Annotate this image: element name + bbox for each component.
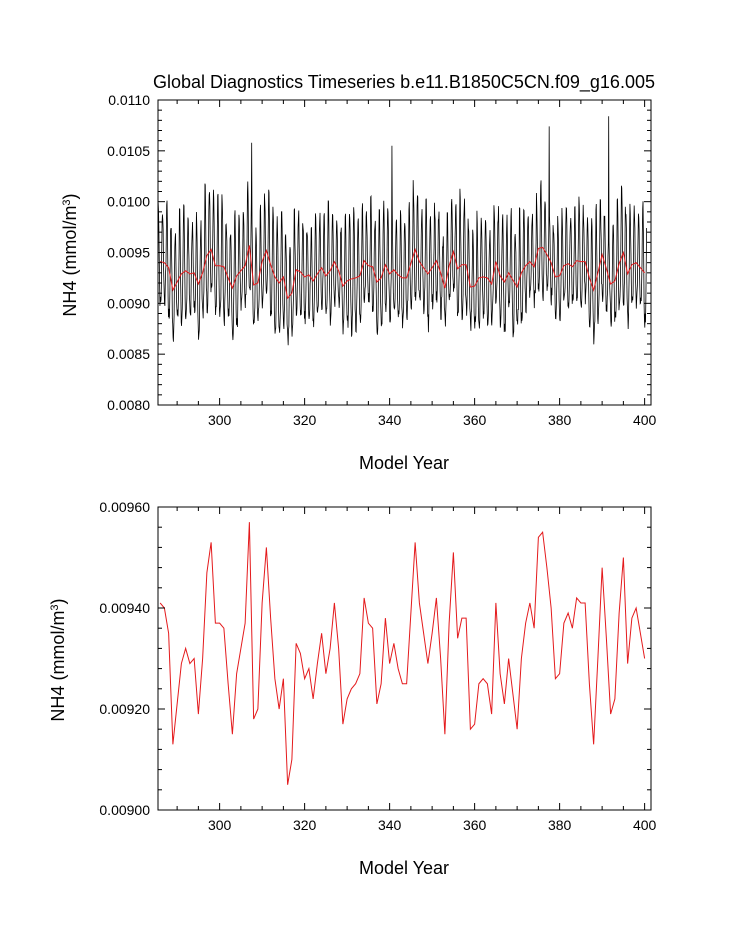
- y-tick-label: 0.00960: [99, 499, 150, 515]
- chart-bottom: 300 320 340 360 380 400 0.00900 0.00920 0.00940 0…: [48, 499, 657, 878]
- chart-top: Global Diagnostics Timeseries b.e11.B185…: [60, 72, 657, 473]
- y-tick-label: 0.00900: [99, 802, 150, 818]
- y-tick-label: 0.0105: [107, 143, 150, 159]
- y-axis-title: NH4 (mmol/m3): [48, 598, 68, 721]
- x-tick-label: 360: [463, 817, 487, 833]
- plot-area-top: [158, 116, 647, 346]
- series-line-annual: [160, 245, 646, 300]
- x-tick-label: 340: [378, 817, 402, 833]
- y-tick-label: 0.0080: [107, 397, 150, 413]
- x-axis-title: Model Year: [359, 453, 449, 473]
- series-line-monthly: [158, 116, 647, 346]
- y-tick-label: 0.00920: [99, 701, 150, 717]
- x-tick-label: 360: [463, 412, 487, 428]
- plot-area-bottom: [159, 522, 646, 785]
- y-tick-label: 0.0095: [107, 245, 150, 261]
- x-tick-label: 320: [293, 817, 317, 833]
- x-tick-label: 300: [208, 817, 232, 833]
- x-axis-title: Model Year: [359, 858, 449, 878]
- y-tick-label: 0.0100: [107, 194, 150, 210]
- x-tick-label: 400: [633, 817, 657, 833]
- y-tick-label: 0.0090: [107, 295, 150, 311]
- y-tick-label: 0.0110: [108, 92, 150, 108]
- plot-frame: [157, 506, 652, 811]
- x-tick-label: 380: [548, 817, 572, 833]
- y-tick-label: 0.00940: [99, 600, 150, 616]
- axes-top: 300 320 340 360 380 400 0.0080 0.0085 0.0090 0.00…: [107, 92, 656, 428]
- x-tick-label: 340: [378, 412, 402, 428]
- series-line-annual: [159, 522, 646, 785]
- axes-bottom: 300 320 340 360 380 400 0.00900 0.00920 0.00940 0…: [99, 499, 656, 833]
- y-axis-title: NH4 (mmol/m3): [60, 193, 80, 316]
- x-tick-label: 400: [633, 412, 657, 428]
- x-tick-label: 380: [548, 412, 572, 428]
- y-tick-label: 0.0085: [107, 346, 150, 362]
- x-tick-label: 300: [208, 412, 232, 428]
- x-tick-label: 320: [293, 412, 317, 428]
- chart-title: Global Diagnostics Timeseries b.e11.B185…: [153, 72, 655, 93]
